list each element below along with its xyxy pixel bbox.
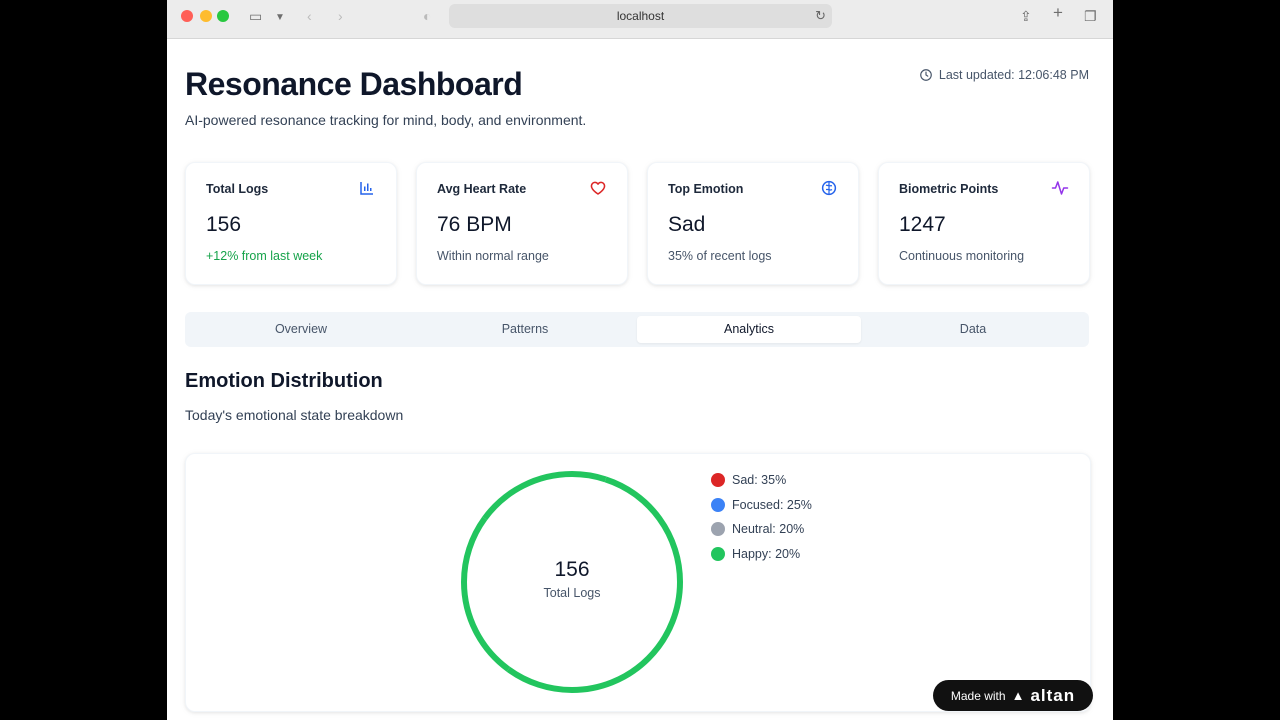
tab-patterns[interactable]: Patterns bbox=[501, 322, 549, 336]
shield-icon: ◐ bbox=[423, 8, 432, 24]
emotion-donut-chart bbox=[461, 471, 683, 693]
donut-center-label: Total Logs bbox=[543, 586, 601, 600]
stat-card-avg-heart-rate: Avg Heart Rate 76 BPM Within normal rang… bbox=[416, 162, 628, 285]
legend-label: Neutral: 20% bbox=[732, 522, 805, 537]
legend-swatch bbox=[711, 522, 725, 537]
brain-icon bbox=[821, 180, 837, 196]
stat-card-total-logs: Total Logs 156 +12% from last week bbox=[185, 162, 397, 285]
donut-slice-focused bbox=[461, 471, 683, 693]
stat-label: Biometric Points bbox=[899, 182, 999, 196]
donut-slice-happy bbox=[461, 471, 683, 693]
new-tab-icon[interactable]: + bbox=[1053, 3, 1063, 22]
minimize-window-button[interactable] bbox=[200, 10, 212, 22]
tab-data[interactable]: Data bbox=[959, 322, 987, 336]
address-bar[interactable]: localhost ↻ bbox=[449, 4, 832, 28]
legend-swatch bbox=[711, 497, 725, 512]
stat-note: 35% of recent logs bbox=[668, 249, 772, 263]
legend-swatch bbox=[711, 473, 725, 488]
legend-item-neutral: Neutral: 20% bbox=[711, 517, 812, 542]
stat-value: 1247 bbox=[899, 213, 946, 236]
stat-note: Continuous monitoring bbox=[899, 249, 1025, 263]
reload-icon[interactable]: ↻ bbox=[815, 8, 826, 23]
donut-slice-neutral bbox=[461, 471, 683, 693]
heart-icon bbox=[590, 181, 606, 195]
badge-brand: altan bbox=[1030, 685, 1076, 705]
share-icon[interactable]: ⇪ bbox=[1020, 8, 1032, 24]
stat-label: Total Logs bbox=[206, 182, 269, 196]
section-subtitle: Today's emotional state breakdown bbox=[185, 407, 404, 423]
legend-item-happy: Happy: 20% bbox=[711, 542, 812, 567]
forward-icon[interactable]: › bbox=[338, 8, 343, 24]
tab-list: Overview Patterns Analytics Data bbox=[185, 312, 1089, 347]
legend-swatch bbox=[711, 546, 725, 561]
emotion-distribution-card: 156 Total Logs Sad: 35% Focused: 25% Neu… bbox=[185, 453, 1091, 712]
browser-window: ▭ ▼ ‹ › ◐ localhost ↻ ⇪ + ❐ Resonance Da… bbox=[167, 0, 1113, 720]
close-window-button[interactable] bbox=[181, 10, 193, 22]
last-updated: Last updated: 12:06:48 PM bbox=[919, 68, 1089, 82]
stat-label: Avg Heart Rate bbox=[437, 182, 527, 196]
donut-center-value: 156 bbox=[554, 558, 590, 581]
back-icon[interactable]: ‹ bbox=[307, 8, 312, 24]
stat-label: Top Emotion bbox=[668, 182, 744, 196]
legend-label: Focused: 25% bbox=[732, 497, 812, 512]
tab-overview[interactable]: Overview bbox=[274, 322, 328, 336]
made-with-altan-badge[interactable]: Made with ▲ altan bbox=[933, 680, 1093, 711]
stat-value: Sad bbox=[668, 213, 706, 236]
badge-text: Made with bbox=[950, 688, 1006, 703]
stat-note: +12% from last week bbox=[206, 249, 323, 263]
page-title: Resonance Dashboard bbox=[185, 66, 523, 102]
chart-legend: Sad: 35% Focused: 25% Neutral: 20% Happy… bbox=[711, 468, 812, 566]
url-text: localhost bbox=[616, 9, 665, 23]
legend-item-focused: Focused: 25% bbox=[711, 493, 812, 518]
page-subtitle: AI-powered resonance tracking for mind, … bbox=[185, 112, 587, 128]
stat-card-biometric-points: Biometric Points 1247 Continuous monitor… bbox=[878, 162, 1090, 285]
sidebar-icon[interactable]: ▭ bbox=[249, 8, 263, 24]
legend-label: Happy: 20% bbox=[732, 546, 801, 561]
browser-toolbar: ▭ ▼ ‹ › ◐ localhost ↻ ⇪ + ❐ bbox=[167, 0, 1113, 39]
tabs-overview-icon[interactable]: ❐ bbox=[1084, 8, 1097, 24]
clock-icon bbox=[920, 69, 932, 81]
dashboard-page: Resonance Dashboard AI-powered resonance… bbox=[167, 39, 1113, 720]
stat-value: 76 BPM bbox=[437, 213, 512, 236]
legend-label: Sad: 35% bbox=[732, 473, 787, 488]
legend-item-sad: Sad: 35% bbox=[711, 468, 812, 493]
altan-logo-icon: ▲ bbox=[1011, 688, 1025, 703]
section-title: Emotion Distribution bbox=[185, 370, 383, 392]
tab-analytics[interactable]: Analytics bbox=[637, 316, 861, 343]
maximize-window-button[interactable] bbox=[217, 10, 229, 22]
stat-note: Within normal range bbox=[437, 249, 549, 263]
stat-card-top-emotion: Top Emotion Sad 35% of recent logs bbox=[647, 162, 859, 285]
bar-chart-icon bbox=[360, 182, 373, 195]
last-updated-text: Last updated: 12:06:48 PM bbox=[938, 68, 1089, 82]
chevron-down-icon[interactable]: ▼ bbox=[275, 12, 285, 23]
stat-value: 156 bbox=[206, 213, 242, 236]
activity-icon bbox=[1051, 181, 1069, 195]
